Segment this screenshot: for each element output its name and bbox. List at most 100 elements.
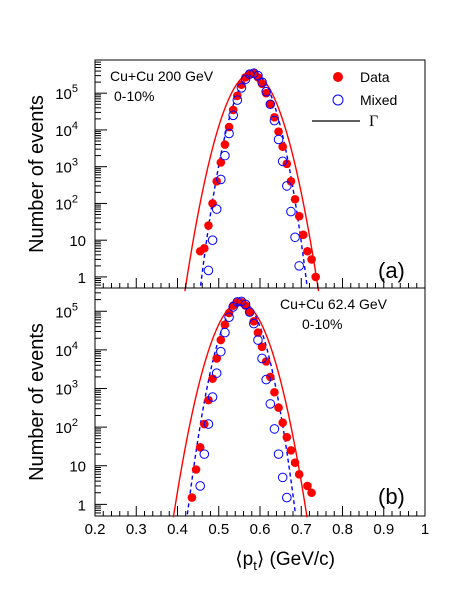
y-tick-label: 104 <box>55 120 78 140</box>
mixed-point <box>203 265 214 276</box>
legend-data-marker <box>333 72 343 82</box>
mixed-point <box>282 181 292 191</box>
data-point <box>311 272 320 282</box>
panel-b-y-axis: 1 10 102 103 104 105 <box>55 287 107 517</box>
data-point <box>274 403 283 412</box>
data-point <box>303 481 312 491</box>
data-point <box>290 194 300 204</box>
data-point <box>266 99 275 109</box>
data-point <box>303 246 312 256</box>
mixed-point <box>203 419 214 429</box>
panel-a-y-axis-title: Number of events <box>26 95 48 253</box>
y-tick-label: 10 <box>69 233 86 250</box>
x-tick-label: 0.7 <box>291 521 312 538</box>
legend-mixed-label: Mixed <box>360 92 397 108</box>
data-point <box>278 418 287 428</box>
mixed-point <box>257 77 267 87</box>
x-axis-title: ⟨pt⟩ (GeV/c) <box>235 549 335 573</box>
mixed-point <box>211 368 222 378</box>
data-point <box>294 470 304 479</box>
data-point <box>257 342 267 352</box>
data-point <box>274 127 283 136</box>
legend-mixed-marker <box>332 94 344 106</box>
panel-a-annotation-line-1: Cu+Cu 200 GeV <box>110 68 214 84</box>
mixed-point <box>269 115 280 126</box>
data-point <box>204 221 213 230</box>
data-point <box>237 80 246 90</box>
mixed-point <box>253 335 263 345</box>
panel-b: 1 10 102 103 104 105 0.2 0.3 0.4 0.5 0.6 0.7 0.8 0.9… <box>55 287 429 538</box>
y-tick-label: 10 <box>69 459 86 476</box>
data-point <box>204 395 213 405</box>
mixed-point <box>249 318 259 329</box>
y-tick-label: 103 <box>55 379 78 399</box>
data-point <box>245 307 254 317</box>
x-axis-title-head: ⟨p <box>235 549 253 570</box>
mixed-point <box>228 110 238 121</box>
data-point <box>286 177 296 186</box>
mixed-point <box>265 399 276 409</box>
mixed_fit-curve <box>199 72 308 286</box>
x-tick-label: 0.5 <box>208 521 229 538</box>
mixed-point <box>195 481 205 491</box>
data-point <box>278 142 287 151</box>
y-tick-label: 102 <box>55 193 78 213</box>
mixed-point <box>261 86 271 97</box>
data-point <box>220 140 230 149</box>
mixed-point <box>224 312 234 323</box>
data-point <box>220 320 230 329</box>
data-point <box>299 230 308 240</box>
data-point <box>228 105 238 115</box>
data-point <box>270 113 279 122</box>
mixed-point <box>282 492 292 503</box>
mixed-point <box>211 204 222 214</box>
y-tick-label: 105 <box>55 301 78 321</box>
data-point <box>224 122 234 132</box>
mixed-point <box>294 261 304 271</box>
mixed-point <box>277 156 288 167</box>
panel-b-annotation-line-1: Cu+Cu 62.4 GeV <box>280 296 388 312</box>
data-point <box>294 211 304 221</box>
data-point <box>195 443 205 452</box>
mixed-point <box>265 99 276 110</box>
mixed-point <box>277 472 288 483</box>
panel-a-data-points <box>195 68 320 282</box>
x-tick-label: 0.3 <box>126 521 147 538</box>
mixed-point <box>244 307 255 317</box>
data-point <box>307 488 316 498</box>
panel-b-y-axis-title: Number of events <box>26 323 48 481</box>
mixed-point <box>220 327 230 338</box>
y-tick-label: 1 <box>78 497 86 514</box>
data-point <box>208 374 217 383</box>
data-point <box>290 458 300 467</box>
mixed-point <box>261 374 271 385</box>
data-point <box>208 199 217 208</box>
mixed-point <box>269 424 280 434</box>
legend: Data Mixed Γ <box>312 69 397 130</box>
panel-b-annotation-line-2: 0-10% <box>302 316 342 332</box>
mixed-point <box>273 449 284 459</box>
mixed-point <box>257 353 267 364</box>
mixed-point <box>207 392 218 402</box>
legend-data-label: Data <box>360 69 390 85</box>
mixed-point <box>236 83 247 93</box>
data-point <box>200 244 209 253</box>
x-axis-title-sub: t <box>253 558 257 573</box>
x-tick-label: 0.2 <box>85 521 106 538</box>
panel-b-data-points <box>187 296 316 503</box>
legend-gamma-label: Γ <box>369 113 378 130</box>
mixed-point <box>273 134 284 145</box>
panel-b-label: (b) <box>378 484 405 509</box>
x-tick-label: 1 <box>421 521 429 538</box>
data-point <box>249 316 259 326</box>
mixed-point <box>216 346 226 357</box>
data-point <box>307 255 316 264</box>
x-axis-title-tail: ⟩ (GeV/c) <box>257 549 335 570</box>
y-tick-label: 1 <box>78 270 86 287</box>
mixed-point <box>290 232 300 243</box>
mixed-point <box>199 449 210 459</box>
data-point <box>216 335 226 345</box>
y-tick-label: 103 <box>55 157 78 177</box>
